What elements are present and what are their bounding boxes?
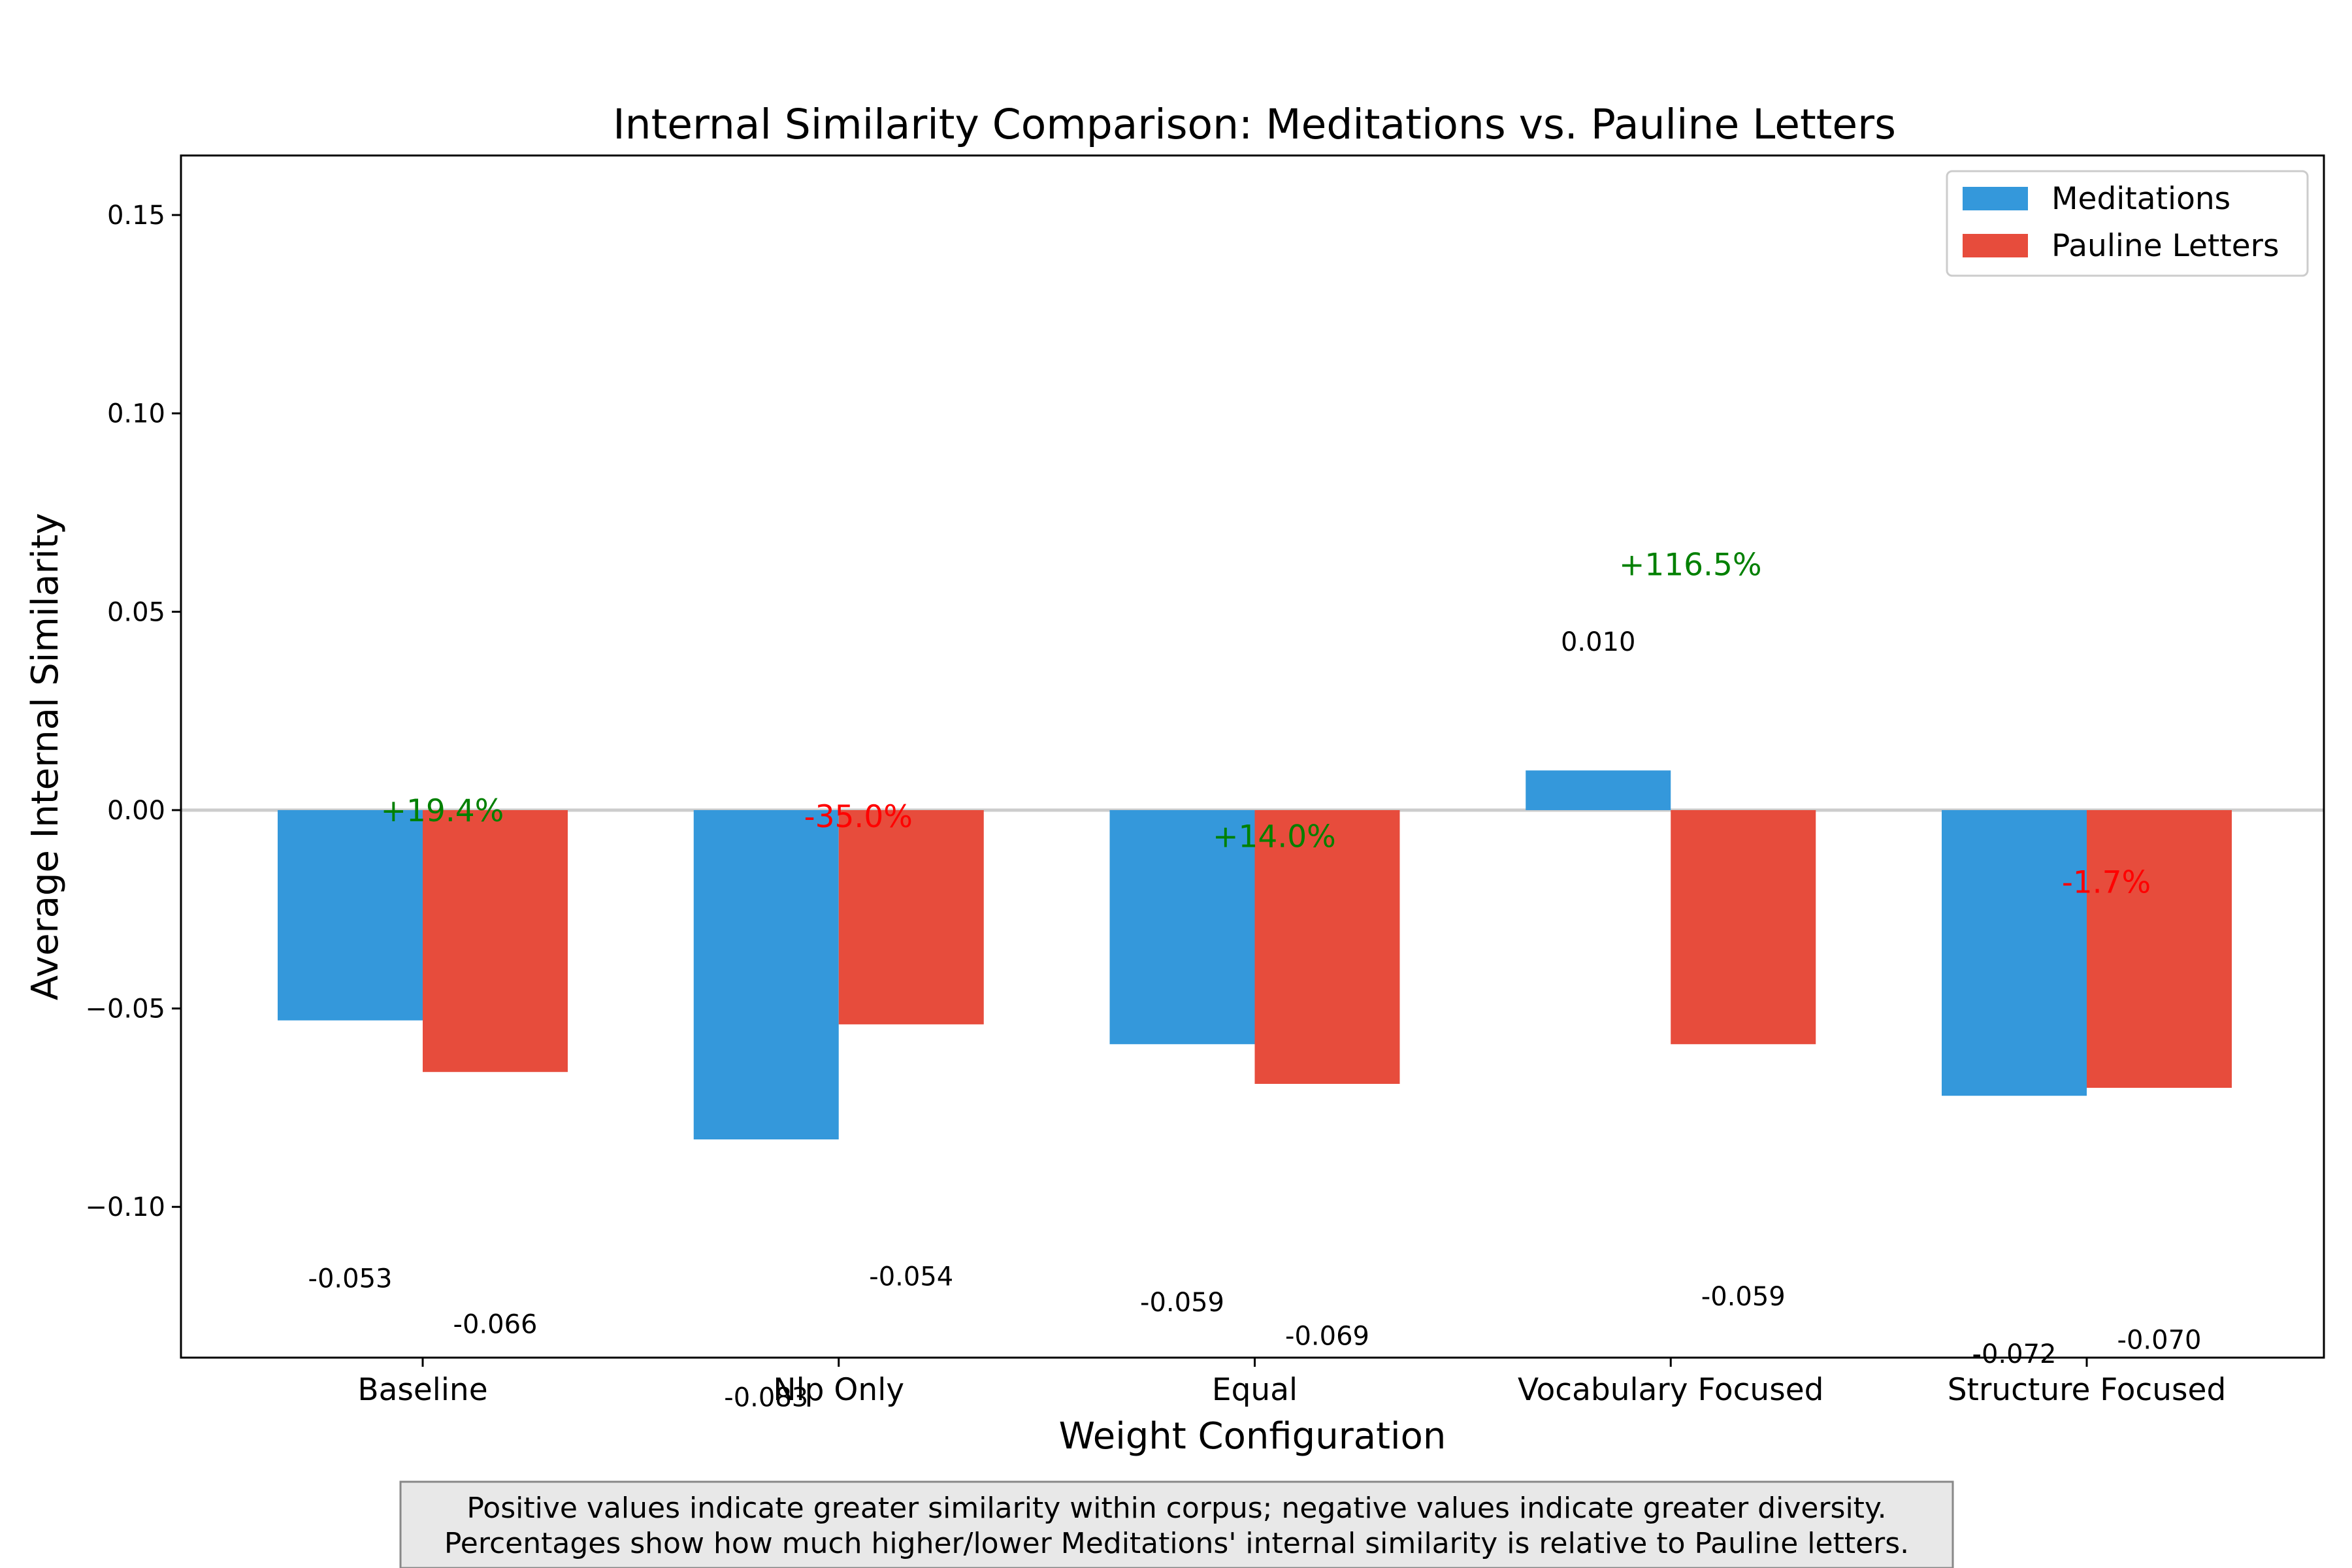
value-label: -0.069 [1285,1322,1369,1352]
y-tick-label: −0.05 [85,994,165,1024]
value-label: -0.072 [1972,1339,2057,1369]
value-label: -0.059 [1140,1288,1224,1318]
note-box: Positive values indicate greater similar… [399,1480,1954,1568]
legend-swatch-meditations [1963,187,2028,210]
chart-title: Internal Similarity Comparison: Meditati… [613,101,1896,148]
percent-diff-label: +116.5% [1619,547,1762,583]
x-tick-label: Vocabulary Focused [1518,1372,1823,1408]
plot-frame [180,154,2325,1359]
bar-meditations [1526,770,1671,810]
y-tick-label: 0.00 [107,796,165,826]
percent-diff-label: +19.4% [381,793,504,829]
y-tick-label: 0.15 [107,201,165,231]
percent-diff-label: -1.7% [2062,864,2151,900]
note-line-2: Percentages show how much higher/lower M… [444,1527,1909,1560]
percent-diff-label: +14.0% [1213,819,1336,855]
legend: Meditations Pauline Letters [1946,170,2309,277]
y-tick-label: 0.05 [107,597,165,627]
bar-pauline-letters [838,809,984,1024]
legend-label-meditations: Meditations [2051,181,2230,217]
bar-pauline-letters [423,809,568,1072]
y-axis: −0.10 −0.05 0.00 0.05 0.10 0.15 [85,201,181,1222]
legend-frame [1946,170,2309,277]
value-label: -0.066 [453,1309,538,1339]
value-label: -0.059 [1701,1282,1786,1312]
bar-pauline-letters [1254,809,1400,1084]
x-tick-label: Equal [1212,1372,1298,1408]
x-tick-label: Structure Focused [1948,1372,2227,1408]
y-axis-label: Average Internal Similarity [24,513,67,1000]
value-label: -0.054 [869,1262,953,1292]
percent-diff-label: -35.0% [804,799,913,835]
legend-label-pauline-letters: Pauline Letters [2051,228,2279,264]
x-tick-label: Baseline [357,1372,487,1408]
x-axis-label: Weight Configuration [1059,1415,1446,1458]
bar-meditations [278,809,423,1021]
value-label: -0.053 [308,1264,393,1294]
y-tick-label: 0.10 [107,399,165,429]
bar-pauline-letters [2087,809,2232,1088]
value-label: -0.083 [724,1383,808,1413]
bar-meditations [1109,809,1255,1045]
plot-area: -0.053 -0.066 +19.4% -0.083 -0.054 -35.0% -0.0… [181,547,2324,1413]
legend-swatch-pauline-letters [1963,234,2028,257]
x-axis: Baseline Nlp Only Equal Vocabulary Focused S… [357,1358,2226,1408]
bar-meditations [693,809,839,1140]
x-tick-label: Nlp Only [773,1372,904,1408]
bar-pauline-letters [1671,809,1816,1045]
y-tick-label: −0.10 [85,1192,165,1222]
value-label: 0.010 [1561,627,1636,657]
note-line-1: Positive values indicate greater similar… [466,1492,1886,1525]
note-frame [399,1480,1954,1568]
value-label: -0.070 [2117,1326,2202,1356]
bar-meditations [1942,809,2087,1096]
